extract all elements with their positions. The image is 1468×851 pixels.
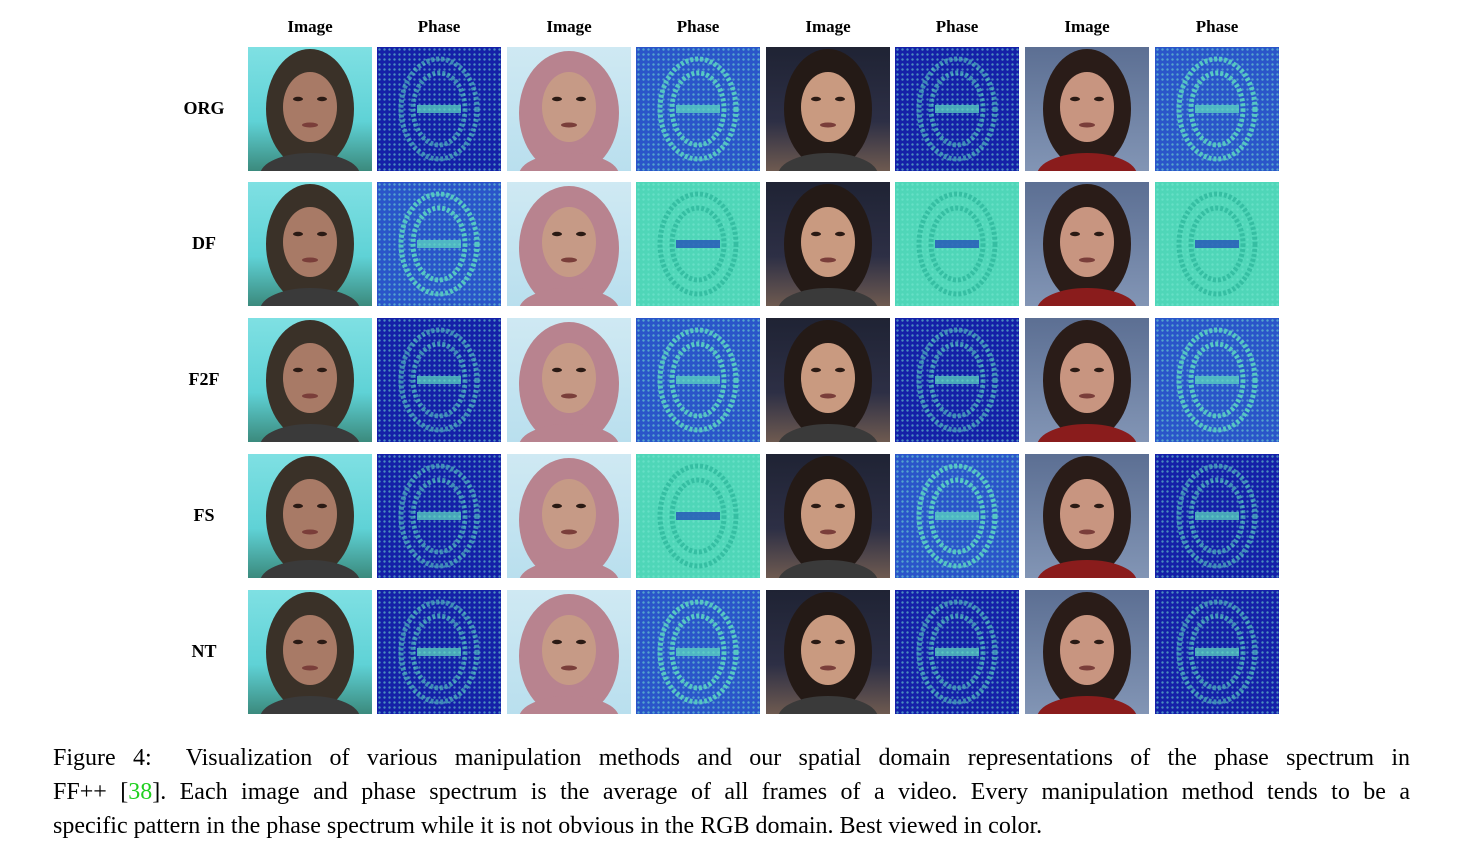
caption-text-2b: ]. Each image and phase spectrum is the … bbox=[152, 779, 1410, 805]
citation-link[interactable]: 38 bbox=[128, 779, 153, 805]
face-image bbox=[248, 182, 372, 306]
row-label-org: ORG bbox=[183, 98, 225, 118]
face-image bbox=[766, 182, 890, 306]
face-image bbox=[1025, 47, 1149, 171]
figure-caption: Figure 4: Visualization of various manip… bbox=[53, 741, 1410, 843]
phase-spectrum bbox=[377, 47, 501, 171]
phase-spectrum bbox=[1155, 318, 1279, 442]
phase-spectrum bbox=[377, 590, 501, 714]
column-header-image: Image bbox=[546, 17, 592, 36]
row-label-df: DF bbox=[192, 233, 216, 253]
row-label-f2f: F2F bbox=[188, 369, 220, 389]
face-image bbox=[248, 590, 372, 714]
face-image bbox=[766, 318, 890, 442]
face-image bbox=[248, 454, 372, 578]
phase-spectrum bbox=[895, 590, 1019, 714]
face-image bbox=[1025, 590, 1149, 714]
face-image bbox=[1025, 182, 1149, 306]
phase-spectrum bbox=[1155, 454, 1279, 578]
column-header-phase: Phase bbox=[1195, 17, 1239, 36]
column-header-image: Image bbox=[805, 17, 851, 36]
phase-spectrum bbox=[895, 454, 1019, 578]
face-image bbox=[766, 47, 890, 171]
face-image bbox=[507, 454, 631, 578]
phase-spectrum bbox=[1155, 47, 1279, 171]
column-header-phase: Phase bbox=[676, 17, 720, 36]
caption-text-2a: FF++ [ bbox=[53, 779, 129, 805]
column-header-phase: Phase bbox=[935, 17, 979, 36]
face-image bbox=[507, 182, 631, 306]
column-header-phase: Phase bbox=[417, 17, 461, 36]
column-header-image: Image bbox=[1064, 17, 1110, 36]
phase-spectrum bbox=[636, 590, 760, 714]
caption-line-3: specific pattern in the phase spectrum w… bbox=[53, 809, 1410, 843]
phase-spectrum bbox=[377, 318, 501, 442]
caption-line-2: FF++ [38]. Each image and phase spectrum… bbox=[53, 775, 1410, 809]
face-image bbox=[507, 318, 631, 442]
face-image bbox=[766, 590, 890, 714]
caption-line-1: Figure 4: Visualization of various manip… bbox=[53, 741, 1410, 775]
face-image bbox=[507, 47, 631, 171]
face-image bbox=[766, 454, 890, 578]
face-image bbox=[248, 47, 372, 171]
face-image bbox=[507, 590, 631, 714]
face-image bbox=[1025, 454, 1149, 578]
phase-spectrum bbox=[636, 182, 760, 306]
figure-grid: Image Phase Image Phase Image Phase Image Phase… bbox=[183, 17, 1279, 714]
phase-spectrum bbox=[377, 182, 501, 306]
phase-spectrum bbox=[895, 318, 1019, 442]
phase-spectrum bbox=[636, 454, 760, 578]
caption-label: Figure 4: bbox=[53, 745, 152, 771]
row-label-fs: FS bbox=[193, 505, 215, 525]
caption-text-1: Visualization of various manipulation me… bbox=[185, 745, 1410, 771]
phase-spectrum bbox=[377, 454, 501, 578]
row-label-nt: NT bbox=[191, 641, 217, 661]
phase-spectrum bbox=[1155, 182, 1279, 306]
phase-spectrum bbox=[636, 318, 760, 442]
face-image bbox=[248, 318, 372, 442]
phase-spectrum bbox=[895, 47, 1019, 171]
phase-spectrum bbox=[636, 47, 760, 171]
caption-text-3: specific pattern in the phase spectrum w… bbox=[53, 813, 1043, 839]
column-header-image: Image bbox=[287, 17, 333, 36]
phase-spectrum bbox=[1155, 590, 1279, 714]
face-image bbox=[1025, 318, 1149, 442]
phase-spectrum bbox=[895, 182, 1019, 306]
